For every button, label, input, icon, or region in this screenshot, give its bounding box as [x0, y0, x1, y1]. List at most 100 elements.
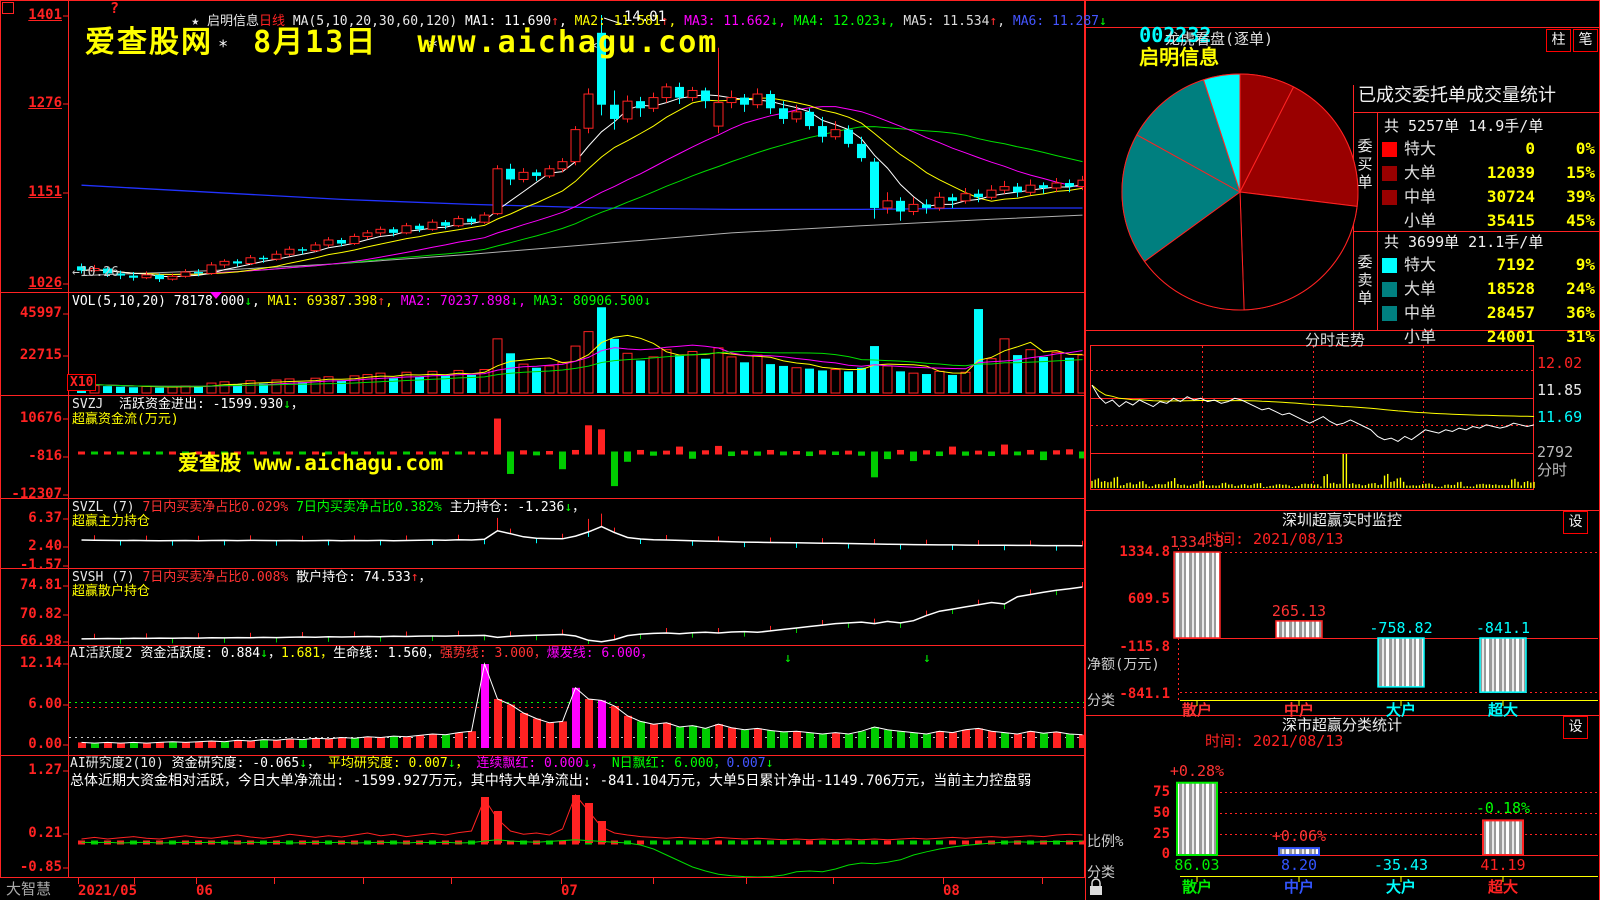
svg-text:*: *: [428, 37, 438, 57]
fenlei-category[interactable]: 散户: [1181, 878, 1212, 896]
header-segment: ，: [572, 500, 586, 515]
jiankong-time: 时间: 2021/08/13: [1205, 530, 1344, 548]
header-segment: 散户持仓: 74.533: [296, 570, 411, 585]
header-segment: 0.007: [726, 756, 766, 771]
order-size-name: 小单: [1404, 211, 1437, 230]
fenshi-low-label: 11.69: [1537, 408, 1583, 426]
order-size-swatch: [1382, 306, 1397, 321]
y-axis-label: 22715: [19, 347, 62, 363]
header-segment: AI研究度2(10): [70, 756, 172, 771]
header-segment: 7日内买卖净占比0.008%: [142, 570, 297, 585]
header-segment: MA1: 69387.398: [267, 294, 378, 309]
y-axis-label: 66.98: [19, 633, 62, 649]
order-percent: 24%: [1566, 279, 1595, 298]
y-axis-label: 6.37: [28, 510, 62, 526]
header-segment: MA5: 11.534: [903, 14, 990, 30]
header-segment: SVZL (7): [72, 500, 143, 515]
header-segment: N日飘红: 6.000: [611, 756, 714, 771]
header-segment: 爆发线: 6.000，: [546, 646, 654, 661]
trend-arrow-icon: ↓: [244, 294, 253, 309]
fenlei-title: 深市超赢分类统计: [1282, 716, 1403, 734]
fenlei-axis-label: 50: [1153, 805, 1170, 821]
jiankong-title: 深圳超赢实时监控: [1282, 511, 1403, 529]
jiankong-settings-button[interactable]: 设: [1563, 511, 1588, 534]
trend-arrow-icon: ↓: [283, 397, 291, 412]
timeline-label: 08: [943, 883, 960, 899]
header-segment: 资金活跃度: 0.884: [140, 646, 261, 661]
jiankong-value: -841.1: [1475, 619, 1531, 637]
period-label[interactable]: 日线: [258, 14, 285, 30]
fenlei-percent: +0.28%: [1169, 761, 1225, 780]
order-percent: 36%: [1566, 303, 1595, 322]
site-watermark: 爱查股网 8月13日 www.aichagu.com: [85, 25, 719, 60]
order-percent: 9%: [1575, 255, 1595, 274]
fenlei-settings-button[interactable]: 设: [1563, 716, 1588, 739]
y-axis-label: 74.81: [19, 577, 62, 593]
jiankong-axis-label: 609.5: [1127, 591, 1170, 607]
svg-text:↓: ↓: [923, 651, 931, 666]
stock-title-bar: 002232 启明信息: [1091, 2, 1219, 90]
trend-arrow-icon: ↓: [260, 646, 268, 661]
fenlei-axis-label: 75: [1153, 784, 1170, 800]
header-segment: MA1: 11.690: [465, 14, 552, 30]
y-axis-label: -816: [28, 448, 62, 464]
order-size-swatch: [1382, 282, 1397, 297]
timeline-label: 2021/05: [78, 883, 138, 899]
order-count: 30724: [1486, 187, 1535, 206]
fenlei-unit-label: 比例%: [1087, 834, 1124, 850]
fenlei-value: -35.43: [1373, 856, 1429, 874]
svg-text:*: *: [588, 39, 598, 59]
order-count: 18528: [1486, 279, 1535, 298]
y-axis-label: 1.27: [28, 762, 62, 778]
svsh-subtitle: 超赢散户持仓: [72, 584, 151, 599]
fenshi-title: 分时走势: [1305, 331, 1366, 349]
y-axis-label: 1026: [28, 275, 62, 291]
header-segment: SVZJ: [72, 397, 119, 412]
jiankong-category[interactable]: 散户: [1181, 701, 1212, 719]
header-segment: 活跃资金进出: -1599.930: [118, 397, 284, 412]
svzl-header: SVZL (7) 7日内买卖净占比0.029% 7日内买卖净占比0.382% 主…: [72, 500, 586, 515]
header-segment: MA2: 11.581: [574, 14, 661, 30]
fenlei-category[interactable]: 超大: [1487, 878, 1518, 896]
stock-code: 002232: [1139, 23, 1212, 47]
header-segment: VOL(5,10,20) 78178.000: [72, 294, 245, 309]
jiankong-category[interactable]: 大户: [1385, 701, 1416, 719]
jiankong-category[interactable]: 中户: [1283, 701, 1314, 719]
y-axis-label: 70.82: [19, 606, 62, 622]
trend-arrow-icon: ↓: [770, 14, 779, 30]
header-segment: 7日内买卖净占比0.029%: [142, 500, 297, 515]
fenlei-category[interactable]: 大户: [1385, 878, 1416, 896]
fenlei-category[interactable]: 中户: [1283, 878, 1314, 896]
svzj-subtitle: 超赢资金流(万元): [72, 412, 179, 427]
header-segment: 连续飘红: 0.000: [476, 756, 584, 771]
y-axis-label: -12307: [11, 486, 62, 502]
fenlei-value: 41.19: [1480, 856, 1526, 874]
order-percent: 15%: [1566, 163, 1595, 182]
tick-mode-button[interactable]: 笔: [1573, 29, 1598, 52]
bar-mode-button[interactable]: 柱: [1546, 29, 1571, 52]
trend-arrow-icon: ↑: [989, 14, 998, 30]
help-icon[interactable]: ?: [110, 0, 120, 17]
main-chart-header: ★ 启明信息日线 MA(5,10,20,30,60,120) MA1: 11.6…: [160, 1, 1107, 44]
y-axis-label: 1151: [28, 184, 62, 200]
order-size-name: 大单: [1404, 279, 1437, 298]
fenshi-mid-label: 11.85: [1537, 381, 1583, 399]
trade-table-title: 已成交委托单成交量统计: [1358, 85, 1556, 106]
trend-arrow-icon: ↓: [1099, 14, 1107, 30]
trend-arrow-icon: ↑: [551, 14, 559, 30]
order-percent: 39%: [1566, 187, 1595, 206]
fenlei-percent: -0.18%: [1475, 799, 1531, 818]
stock-name-label: 启明信息: [206, 14, 259, 30]
header-segment: 生命线: 1.560，: [333, 646, 440, 661]
header-segment: 平均研究度: 0.007: [327, 756, 448, 771]
header-segment: SVSH (7): [72, 570, 143, 585]
ai-huoyue-header: AI活跃度2 资金活跃度: 0.884↓，1.681，生命线: 1.560，强势…: [70, 646, 654, 661]
window-corner-icon[interactable]: [2, 2, 14, 14]
ma-values: MA1: 11.690↑, MA2: 11.581↑, MA3: 11.662↓…: [465, 14, 1107, 30]
order-size-name: 小单: [1404, 327, 1437, 346]
jiankong-category[interactable]: 超大: [1487, 701, 1518, 719]
y-axis-label: 12.14: [19, 655, 62, 671]
y-axis-label: 0.21: [28, 825, 62, 841]
jiankong-axis-label: -115.8: [1119, 639, 1170, 655]
header-segment: ，: [418, 570, 432, 585]
